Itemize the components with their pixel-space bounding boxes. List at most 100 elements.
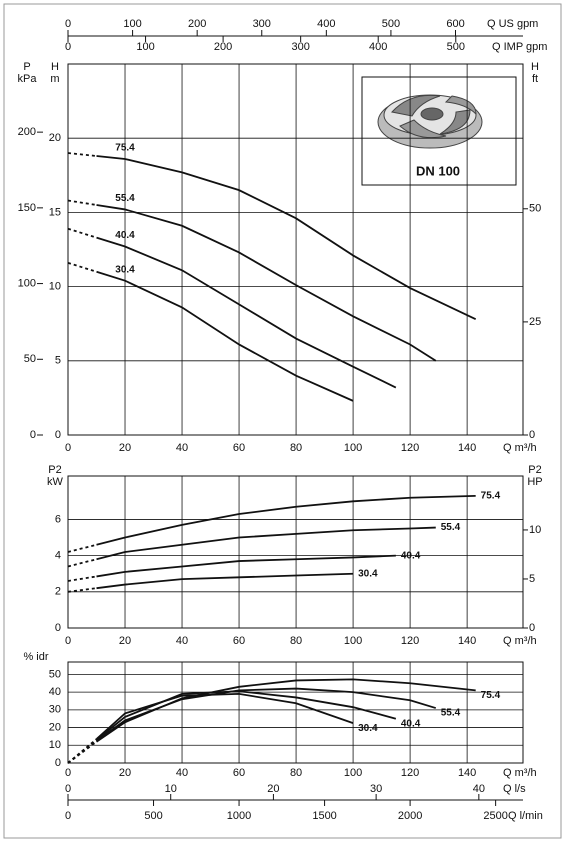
x-tick-label: 40	[176, 767, 188, 779]
secondary-tick-label: 300	[291, 41, 309, 53]
secondary-axis-label: Q l/min	[508, 810, 543, 822]
secondary-tick-label: 600	[446, 18, 464, 30]
impeller-icon	[377, 94, 483, 149]
y2-axis-label: H	[531, 61, 539, 73]
curve-label: 75.4	[115, 143, 135, 154]
y3-axis-label: kPa	[18, 73, 38, 85]
y-axis-label: P2	[48, 464, 61, 476]
secondary-tick-label: 2000	[398, 810, 422, 822]
x-tick-label: 140	[458, 767, 476, 779]
secondary-tick-label: 0	[65, 783, 71, 795]
y2-tick-label: 5	[529, 573, 535, 585]
y2-tick-label: 0	[529, 429, 535, 441]
curve-label: 40.4	[115, 230, 135, 241]
x-tick-label: 80	[290, 442, 302, 454]
secondary-tick-label: 400	[369, 41, 387, 53]
y-tick-label: 40	[49, 686, 61, 698]
x-tick-label: 100	[344, 635, 362, 647]
curve-label: 30.4	[358, 723, 378, 734]
x-tick-label: 100	[344, 767, 362, 779]
plot-frame	[67, 475, 524, 629]
curve-dashed	[67, 738, 98, 764]
secondary-tick-label: 40	[473, 783, 485, 795]
curve-dashed	[67, 587, 97, 593]
secondary-axis-label: Q IMP gpm	[492, 41, 547, 53]
y3-tick-label: 200	[18, 126, 36, 138]
secondary-tick-label: 0	[65, 18, 71, 30]
curve-dashed	[67, 261, 97, 273]
secondary-tick-label: 200	[188, 18, 206, 30]
curve	[96, 155, 477, 321]
x-tick-label: 0	[65, 442, 71, 454]
curve-dashed	[67, 575, 97, 582]
y3-tick-label: 50	[24, 353, 36, 365]
secondary-axis-label: Q l/s	[503, 783, 526, 795]
secondary-tick-label: 500	[382, 18, 400, 30]
secondary-tick-label: 100	[123, 18, 141, 30]
secondary-tick-label: 1500	[312, 810, 336, 822]
y-tick-label: 5	[55, 355, 61, 367]
curve-label: 55.4	[441, 708, 461, 719]
y2-tick-label: 50	[529, 203, 541, 215]
x-tick-label: 40	[176, 442, 188, 454]
curve-dashed	[67, 543, 97, 553]
x-tick-label: 80	[290, 767, 302, 779]
secondary-tick-label: 500	[447, 41, 465, 53]
x-tick-label: 140	[458, 442, 476, 454]
x-tick-label: 20	[119, 767, 131, 779]
x-tick-label: 60	[233, 635, 245, 647]
curve	[96, 236, 397, 389]
secondary-tick-label: 1000	[227, 810, 251, 822]
secondary-tick-label: 0	[65, 810, 71, 822]
y-tick-label: 10	[49, 739, 61, 751]
curve	[96, 572, 354, 590]
curve-dashed	[67, 199, 97, 206]
y-axis-label: m	[50, 73, 59, 85]
y2-axis-label: P2	[528, 464, 541, 476]
page-frame	[3, 3, 562, 839]
curve	[96, 554, 396, 578]
y-tick-label: 15	[49, 206, 61, 218]
y3-tick-label: 150	[18, 202, 36, 214]
y-tick-label: 20	[49, 132, 61, 144]
curve	[95, 692, 354, 740]
curve	[95, 687, 437, 742]
curve-label: 40.4	[401, 550, 421, 561]
y-tick-label: 50	[49, 668, 61, 680]
x-tick-label: 20	[119, 442, 131, 454]
secondary-axis-label: Q US gpm	[487, 18, 538, 30]
y-tick-label: 10	[49, 281, 61, 293]
y-tick-label: 0	[55, 429, 61, 441]
y-axis-label: H	[51, 61, 59, 73]
curve	[96, 678, 476, 743]
x-tick-label: 120	[401, 635, 419, 647]
curve-label: 30.4	[115, 264, 135, 275]
curve	[96, 204, 437, 362]
x-axis-label: Q m³/h	[503, 767, 537, 779]
y2-axis-label: HP	[527, 476, 542, 488]
y3-tick-label: 100	[18, 277, 36, 289]
y-tick-label: 6	[55, 513, 61, 525]
curve-dashed	[67, 558, 97, 568]
x-tick-label: 60	[233, 442, 245, 454]
curve-label: 75.4	[481, 491, 501, 502]
secondary-tick-label: 30	[370, 783, 382, 795]
secondary-tick-label: 400	[317, 18, 335, 30]
secondary-tick-label: 300	[253, 18, 271, 30]
curve-label: 75.4	[481, 690, 501, 701]
y3-axis-label: P	[23, 61, 30, 73]
curve	[96, 526, 436, 561]
x-tick-label: 0	[65, 767, 71, 779]
secondary-tick-label: 100	[136, 41, 154, 53]
x-axis-label: Q m³/h	[503, 442, 537, 454]
y2-tick-label: 10	[529, 524, 541, 536]
curve-label: 55.4	[441, 522, 461, 533]
y3-tick-label: 0	[30, 429, 36, 441]
curve-label: 30.4	[358, 568, 378, 579]
curve-dashed	[67, 227, 97, 239]
x-tick-label: 0	[65, 635, 71, 647]
y-tick-label: 30	[49, 704, 61, 716]
secondary-tick-label: 20	[267, 783, 279, 795]
y-tick-label: 2	[55, 586, 61, 598]
